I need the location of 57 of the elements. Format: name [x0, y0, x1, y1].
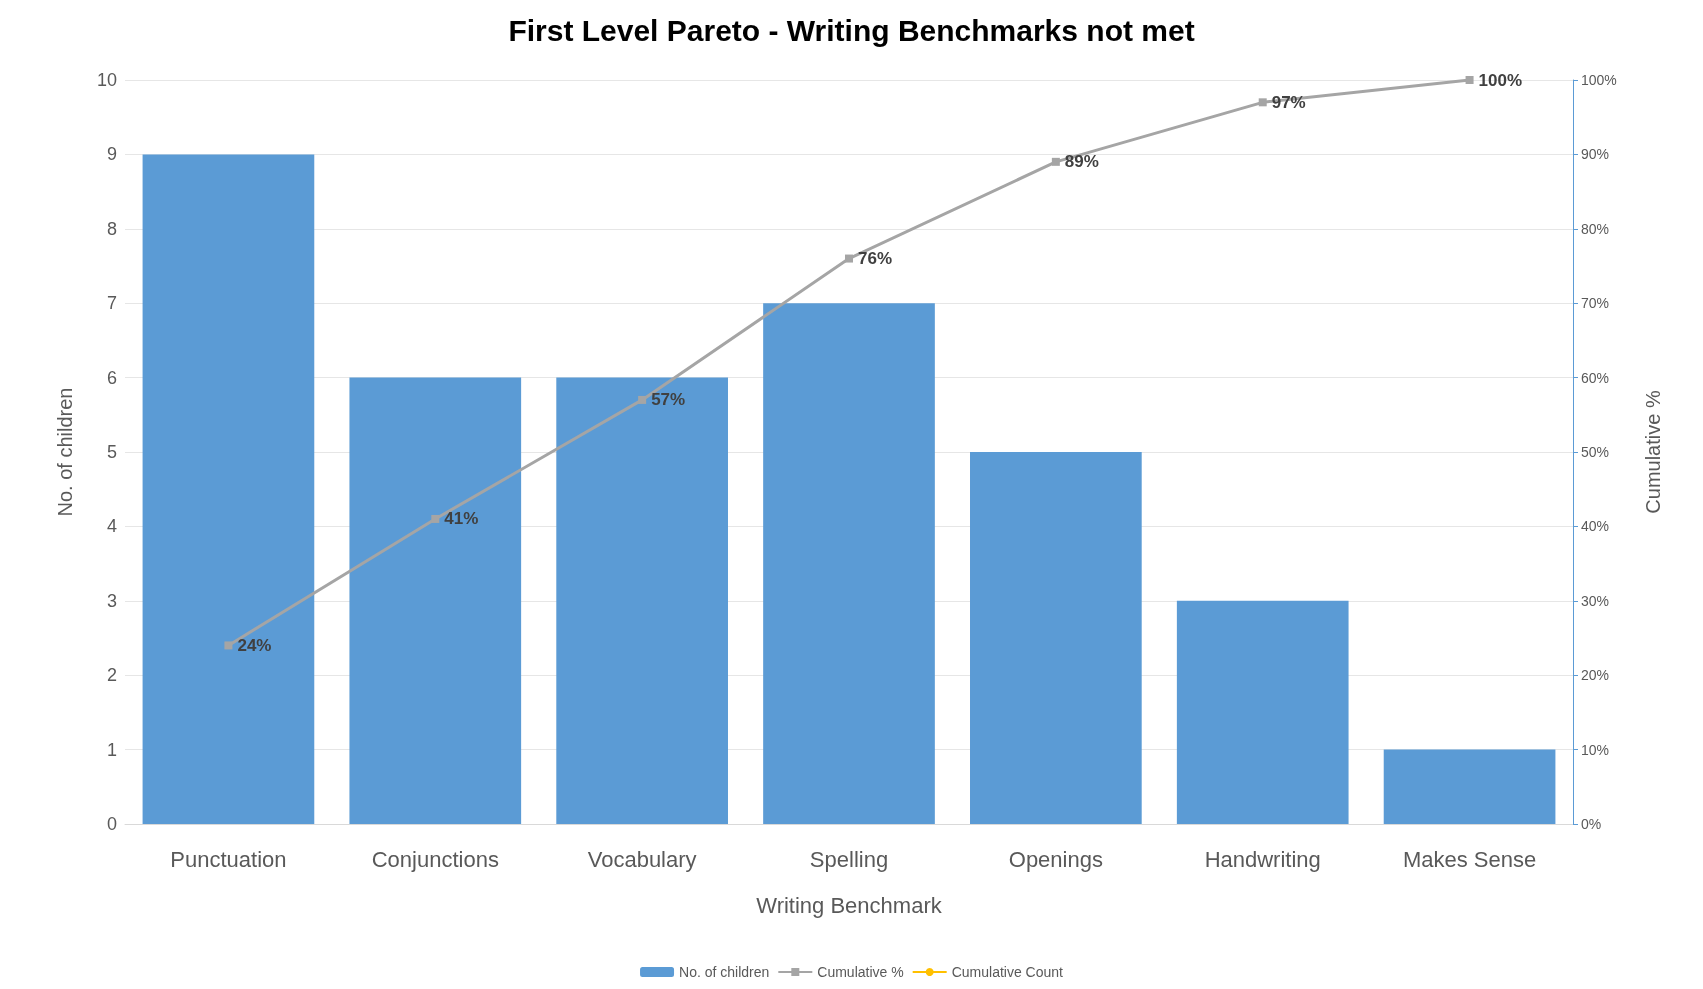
y2-tick-label: 20% — [1581, 667, 1610, 684]
y2-axis-title: Cumulative % — [1642, 390, 1664, 514]
bar — [763, 303, 935, 824]
point — [1051, 157, 1060, 166]
legend-label: Cumulative % — [817, 964, 904, 980]
y2-tick-label: 10% — [1581, 741, 1610, 758]
chart-title: First Level Pareto - Writing Benchmarks not met — [508, 13, 1195, 47]
y-tick-label: 6 — [106, 367, 117, 388]
x-tick-label: Vocabulary — [587, 846, 697, 872]
bar — [349, 377, 522, 824]
point — [224, 641, 233, 650]
x-axis-title: Writing Benchmark — [756, 892, 943, 918]
x-tick-label: Openings — [1008, 846, 1103, 872]
y-tick-label: 0 — [106, 814, 117, 834]
point — [638, 395, 647, 404]
y-tick-label: 8 — [106, 218, 117, 239]
data-label: 24% — [237, 635, 272, 655]
y-tick-label: 7 — [106, 293, 117, 314]
y2-tick-label: 60% — [1581, 369, 1610, 386]
y2-tick-label: 70% — [1581, 295, 1610, 312]
data-label: 100% — [1478, 70, 1523, 90]
x-tick-label: Makes Sense — [1402, 846, 1537, 872]
bar — [142, 154, 315, 824]
y-tick-label: 10 — [96, 70, 117, 90]
bar — [1383, 749, 1556, 824]
y-tick-label: 4 — [106, 516, 117, 537]
data-label: 57% — [651, 390, 686, 410]
x-tick-label: Spelling — [809, 846, 889, 872]
y-axis-title: No. of children — [54, 387, 76, 517]
data-label: 76% — [858, 249, 893, 269]
x-tick-label: Conjunctions — [371, 846, 499, 872]
x-tick-label: Punctuation — [170, 846, 287, 872]
y2-tick-label: 80% — [1581, 220, 1610, 237]
point — [845, 254, 853, 263]
bar — [970, 452, 1142, 824]
y2-tick-label: 50% — [1581, 444, 1610, 460]
y2-tick-label: 90% — [1581, 146, 1610, 163]
bar — [556, 377, 728, 824]
data-label: 97% — [1271, 92, 1306, 112]
data-label: 41% — [444, 509, 479, 529]
legend-label: No. of children — [679, 964, 770, 980]
point — [1258, 98, 1267, 107]
y2-tick-label: 40% — [1581, 518, 1610, 535]
y-tick-label: 9 — [106, 144, 117, 165]
y-tick-label: 3 — [106, 590, 117, 611]
legend-label: Cumulative Count — [951, 964, 1064, 980]
bar — [1176, 600, 1349, 824]
point — [1465, 76, 1474, 84]
y2-tick-label: 0% — [1581, 816, 1602, 832]
y2-tick-label: 100% — [1581, 72, 1617, 88]
point — [431, 514, 440, 523]
y-tick-label: 5 — [106, 442, 117, 462]
y-tick-label: 2 — [106, 665, 117, 686]
data-label: 89% — [1064, 152, 1099, 172]
y-tick-label: 1 — [106, 739, 117, 760]
y2-tick-label: 30% — [1581, 592, 1610, 609]
x-tick-label: Handwriting — [1204, 846, 1321, 872]
